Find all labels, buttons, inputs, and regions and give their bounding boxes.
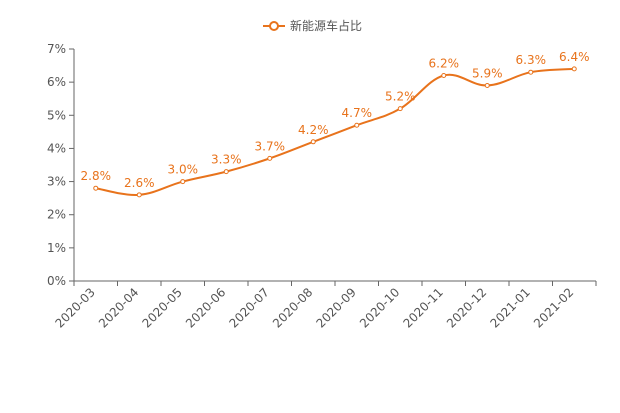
value-label: 6.2% <box>429 57 460 71</box>
x-tick-label: 2020-08 <box>270 285 315 330</box>
data-point <box>180 179 186 185</box>
x-tick-label: 2020-06 <box>183 285 228 330</box>
x-tick-label: 2020-05 <box>140 285 185 330</box>
x-tick-label: 2020-09 <box>314 285 359 330</box>
data-point <box>354 122 360 128</box>
x-tick-label: 2020-07 <box>227 285 272 330</box>
x-tick-label: 2021-02 <box>531 285 576 330</box>
data-point <box>310 139 316 145</box>
series-line <box>95 67 575 196</box>
legend-label: 新能源车占比 <box>290 18 362 33</box>
data-point <box>223 169 229 175</box>
x-tick-label: 2020-11 <box>401 285 446 330</box>
y-tick-label: 1% <box>47 241 66 255</box>
value-label: 2.8% <box>81 169 112 183</box>
y-tick-label: 3% <box>47 175 66 189</box>
y-tick-label: 5% <box>47 108 66 122</box>
value-label: 4.7% <box>342 106 373 120</box>
value-label: 6.4% <box>559 50 590 64</box>
x-tick-label: 2020-03 <box>53 285 98 330</box>
y-tick-label: 7% <box>47 42 66 56</box>
value-label: 5.2% <box>385 90 416 104</box>
data-point <box>93 185 99 191</box>
y-tick-label: 2% <box>47 208 66 222</box>
value-label: 6.3% <box>516 53 547 67</box>
value-label: 5.9% <box>472 66 503 80</box>
data-point <box>397 106 403 112</box>
y-tick-label: 4% <box>47 141 66 155</box>
data-point <box>136 192 142 198</box>
x-tick-label: 2021-01 <box>488 285 533 330</box>
legend-icon-circle <box>269 21 279 31</box>
x-tick-label: 2020-04 <box>96 285 141 330</box>
data-point <box>571 66 577 72</box>
data-point <box>528 69 534 75</box>
legend: 新能源车占比 <box>263 18 362 33</box>
data-point <box>267 155 273 161</box>
y-tick-label: 0% <box>47 274 66 288</box>
x-tick-label: 2020-10 <box>357 285 402 330</box>
y-tick-label: 6% <box>47 75 66 89</box>
data-point <box>484 82 490 88</box>
value-label: 3.7% <box>255 139 286 153</box>
value-label: 4.2% <box>298 123 329 137</box>
value-label: 3.3% <box>211 153 242 167</box>
value-label: 2.6% <box>124 176 155 190</box>
x-tick-label: 2020-12 <box>444 285 489 330</box>
value-label: 3.0% <box>168 163 199 177</box>
data-point <box>441 73 447 79</box>
